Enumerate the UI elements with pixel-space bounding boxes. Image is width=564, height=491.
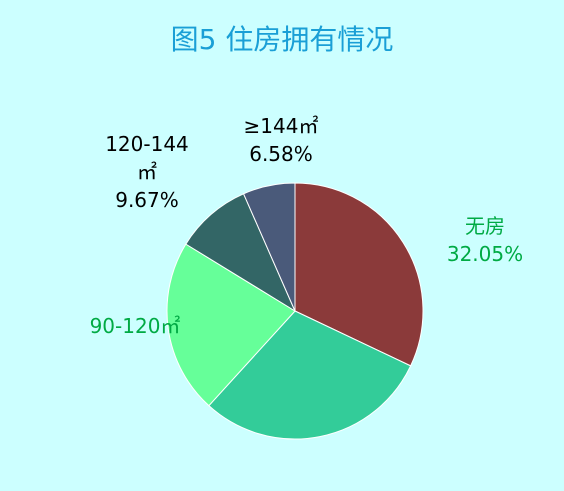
category-label: 无房	[465, 214, 505, 238]
category-label: 120-144 ㎡	[105, 132, 189, 184]
category-label: 90-120㎡	[89, 314, 181, 338]
pie-slice	[166, 243, 296, 407]
chart-title: 图5 住房拥有情况	[170, 23, 394, 56]
category-label: ≥144㎡	[243, 114, 319, 138]
pie-slice	[185, 193, 297, 313]
value-label: 6.58%	[249, 142, 313, 166]
pie-slice	[242, 182, 296, 312]
pie-slice	[208, 310, 412, 440]
value-label: 32.05%	[446, 242, 524, 266]
value-label: 9.67%	[115, 188, 179, 212]
pie-slice	[294, 182, 424, 367]
